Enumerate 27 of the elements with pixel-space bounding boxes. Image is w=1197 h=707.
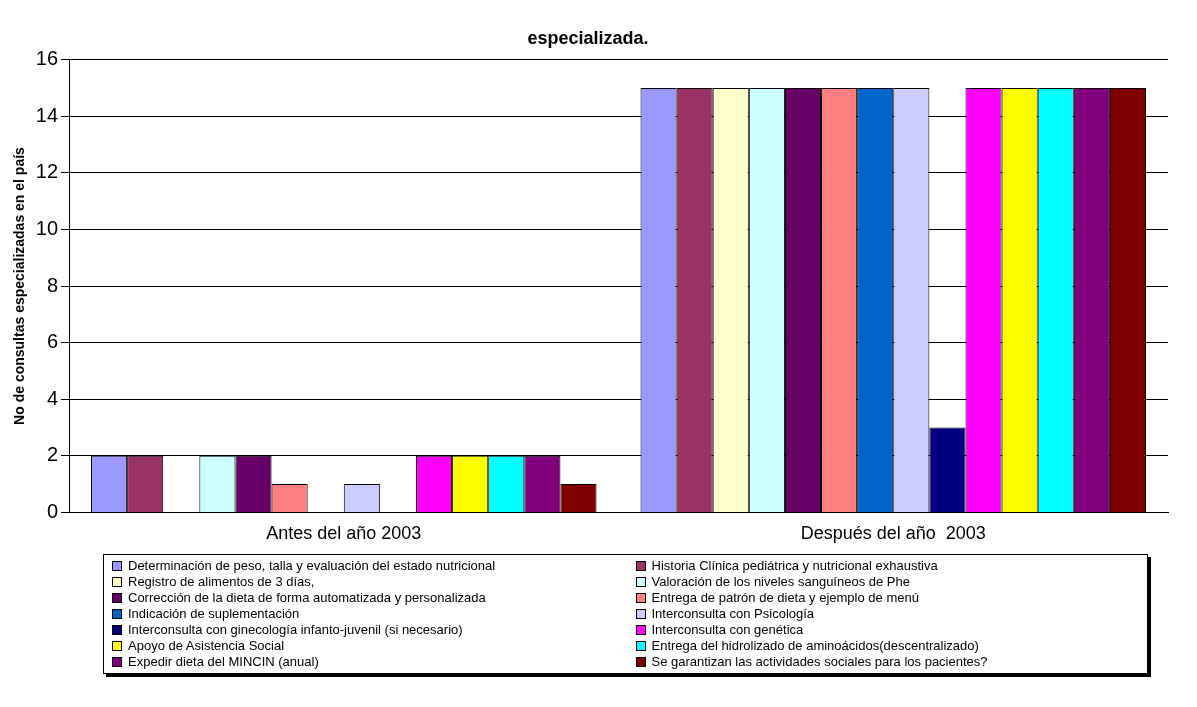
legend-label: Determinación de peso, talla y evaluación del estado nutricional <box>128 558 496 574</box>
y-tick-label: 14 <box>35 103 59 126</box>
legend-label: Expedir dieta del MINCIN (anual) <box>128 654 319 670</box>
legend-label: Apoyo de Asistencia Social <box>128 638 285 654</box>
legend-label: Interconsulta con genética <box>651 622 804 638</box>
legend-label: Se garantizan las actividades sociales para los pacientes? <box>651 654 988 670</box>
y-tick-label: 2 <box>46 443 59 466</box>
y-axis-title: No de consultas especializadas en el país <box>11 146 28 425</box>
chart-title: especializada. <box>527 27 649 48</box>
legend-label: Registro de alimentos de 3 días, <box>128 574 315 590</box>
y-tick-label: 12 <box>35 160 59 183</box>
x-tick-label: Antes del año 2003 <box>266 523 422 544</box>
y-tick-label: 16 <box>35 47 59 70</box>
legend-label: Interconsulta con ginecología infanto-juvenil (si necesario) <box>128 622 463 638</box>
y-tick-label: 8 <box>46 273 59 296</box>
legend-label: Entrega del hidrolizado de aminoácidos(descentralizado) <box>651 638 979 654</box>
y-tick-label: 10 <box>35 216 59 239</box>
legend-label: Corrección de la dieta de forma automatizada y personalizada <box>128 590 486 606</box>
y-tick-label: 6 <box>46 330 59 353</box>
legend-label: Interconsulta con Psicología <box>651 606 815 622</box>
legend-label: Entrega de patrón de dieta y ejemplo de menú <box>651 590 919 606</box>
legend-label: Indicación de suplementación <box>128 606 300 622</box>
y-tick-label: 4 <box>46 386 59 409</box>
legend-label: Valoración de los niveles sanguíneos de Phe <box>651 574 910 590</box>
y-tick-label: 0 <box>46 499 59 522</box>
x-tick-label: Después del año 2003 <box>800 523 986 544</box>
legend-label: Historia Clínica pediátrica y nutricional exhaustiva <box>651 558 938 574</box>
